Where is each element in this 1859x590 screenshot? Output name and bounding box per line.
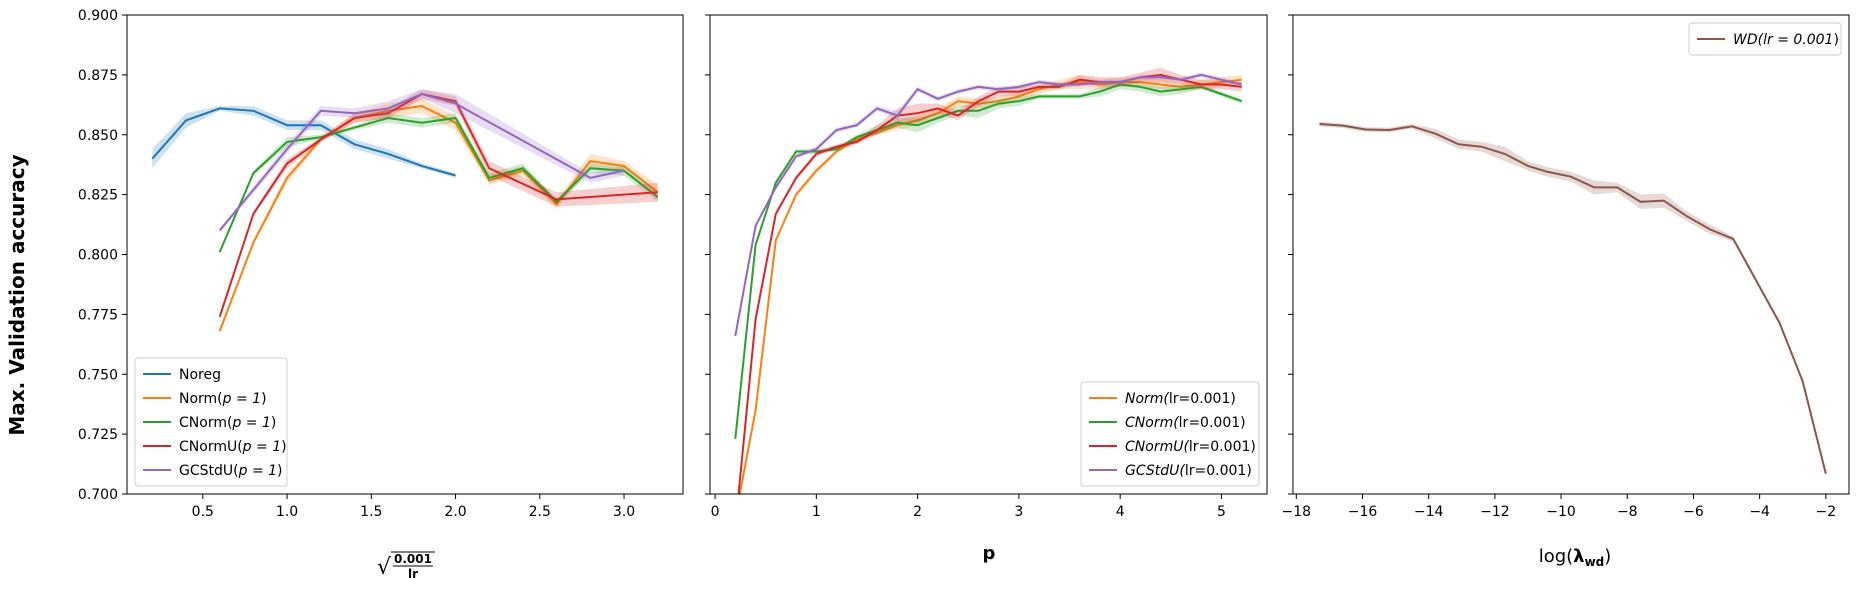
- x-tick-label: 1.0: [276, 504, 298, 520]
- series-line-4: [218, 92, 658, 318]
- legend-label: GCStdU(lr=0.001): [1125, 463, 1252, 479]
- x-axis-label-panel-1: √ 0.001 lr: [377, 551, 435, 581]
- x-tick-label: −16: [1348, 504, 1378, 520]
- svg-text:√: √: [377, 555, 392, 580]
- series-line-5: [218, 92, 625, 232]
- svg-text:0.001: 0.001: [394, 552, 432, 566]
- y-tick-label: 0.725: [78, 427, 118, 443]
- x-axis-label-panel-3: log(λwd): [1539, 546, 1612, 569]
- legend-box: [1688, 22, 1842, 56]
- x-tick-label: −8: [1617, 504, 1638, 520]
- y-tick-label: 0.900: [78, 8, 118, 24]
- x-axis-label-panel-2: p: [983, 543, 996, 564]
- error-band-1: [1319, 121, 1826, 476]
- x-tick-label: −12: [1480, 504, 1510, 520]
- y-tick-label: 0.800: [78, 248, 118, 264]
- y-axis-label: Max. Validation accuracy: [5, 154, 29, 435]
- x-tick-label: 0.5: [192, 504, 214, 520]
- x-tick-label: −6: [1683, 504, 1704, 520]
- legend-label: WD(lr = 0.001): [1733, 32, 1839, 48]
- legend-label: CNorm(p = 1): [179, 415, 276, 431]
- axes-frame: [1292, 14, 1850, 495]
- y-tick-label: 0.750: [78, 367, 118, 383]
- legend: WD(lr = 0.001): [1688, 22, 1842, 56]
- x-tick-label: 4: [1116, 504, 1125, 520]
- x-tick-label: 2: [913, 504, 922, 520]
- series-line-2: [218, 104, 659, 332]
- x-tick-label: 0: [711, 504, 720, 520]
- plot-area: [734, 67, 1243, 494]
- svg-text:log(λwd): log(λwd): [1539, 546, 1612, 569]
- y-tick-label: 0.825: [78, 188, 118, 204]
- x-tick-label: 3.0: [613, 504, 635, 520]
- panel-2: 0 1 2 3 4 5 Norm(lr=0.001) CNorm(lr=0.001) CNorm…: [705, 14, 1268, 520]
- y-tick-label: 0.875: [78, 68, 118, 84]
- x-tick-label: −14: [1414, 504, 1444, 520]
- legend-label: Norm(p = 1): [179, 391, 267, 407]
- series-line-3: [737, 73, 1242, 494]
- legend-label: GCStdU(p = 1): [179, 463, 283, 479]
- x-tick-label: −2: [1816, 504, 1837, 520]
- y-tick-label: 0.700: [78, 487, 118, 503]
- svg-text:lr: lr: [408, 567, 418, 581]
- x-tick-label: −18: [1282, 504, 1312, 520]
- y-tick-label: 0.850: [78, 128, 118, 144]
- x-tick-label: 5: [1217, 504, 1226, 520]
- x-tick-label: 2.5: [529, 504, 551, 520]
- x-tick-label: −10: [1546, 504, 1576, 520]
- series-line-4: [734, 73, 1242, 337]
- error-band-4: [219, 89, 658, 320]
- legend: Noreg Norm(p = 1) CNorm(p = 1) CNormU(p = 1…: [134, 357, 288, 487]
- panel-3: −18 −16 −14 −12 −10 −8 −6 −4 −2 WD(lr = 0.001): [1282, 14, 1850, 520]
- x-tick-label: 1.5: [360, 504, 382, 520]
- x-tick-label: 1: [812, 504, 821, 520]
- legend-box: [1080, 381, 1260, 487]
- legend-box: [134, 357, 288, 487]
- y-tick-label: 0.775: [78, 307, 118, 323]
- legend-label: Noreg: [179, 367, 221, 383]
- series-line-2: [734, 83, 1243, 440]
- x-tick-label: 2.0: [444, 504, 466, 520]
- legend-label: Norm(lr=0.001): [1125, 391, 1236, 407]
- legend-label: CNorm(lr=0.001): [1125, 415, 1246, 431]
- error-band-2: [219, 98, 658, 334]
- legend: Norm(lr=0.001) CNorm(lr=0.001) CNormU(lr=0…: [1080, 381, 1260, 487]
- x-tick-label: −4: [1749, 504, 1770, 520]
- plot-area: [1319, 121, 1827, 476]
- series-line-1: [738, 78, 1242, 494]
- series-line-1: [151, 107, 456, 177]
- series-line-1: [1319, 123, 1827, 474]
- plot-area: [151, 89, 659, 334]
- panel-1: 0.5 1.0 1.5 2.0 2.5 3.0 0.700 0.725 0.750 0.775 0.…: [78, 8, 684, 520]
- legend-label: CNormU(p = 1): [179, 439, 287, 455]
- legend-label: CNormU(lr=0.001): [1125, 439, 1256, 455]
- x-tick-label: 3: [1014, 504, 1023, 520]
